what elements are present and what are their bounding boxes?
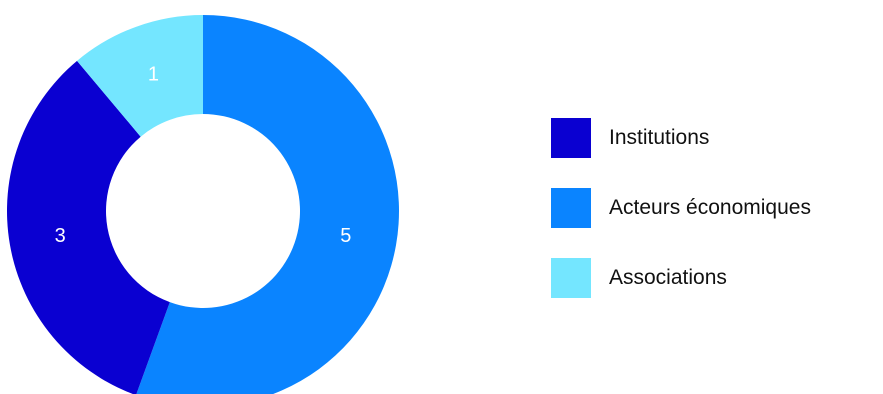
- legend-swatch-associations: [551, 258, 591, 298]
- legend-label-institutions: Institutions: [609, 126, 710, 149]
- slice-label-institutions: 3: [55, 225, 66, 247]
- donut-slice-labels: 5 3 1: [55, 64, 352, 247]
- legend-label-acteurs-economiques: Acteurs économiques: [609, 196, 811, 219]
- slice-label-acteurs-economiques: 5: [340, 225, 351, 247]
- legend-label-associations: Associations: [609, 266, 727, 289]
- donut-slice-institutions: [6, 60, 170, 394]
- legend-swatch-acteurs-economiques: [551, 188, 591, 228]
- donut-slices: [6, 15, 399, 394]
- legend-item-acteurs-economiques: Acteurs économiques: [551, 188, 811, 228]
- donut-slice-associations: [77, 15, 203, 137]
- donut-slice-acteurs-economiques: [136, 15, 399, 394]
- legend-item-associations: Associations: [551, 258, 811, 298]
- legend-swatch-institutions: [551, 118, 591, 158]
- chart-legend: Institutions Acteurs économiques Associa…: [551, 118, 811, 328]
- slice-label-associations: 1: [148, 64, 159, 86]
- legend-item-institutions: Institutions: [551, 118, 811, 158]
